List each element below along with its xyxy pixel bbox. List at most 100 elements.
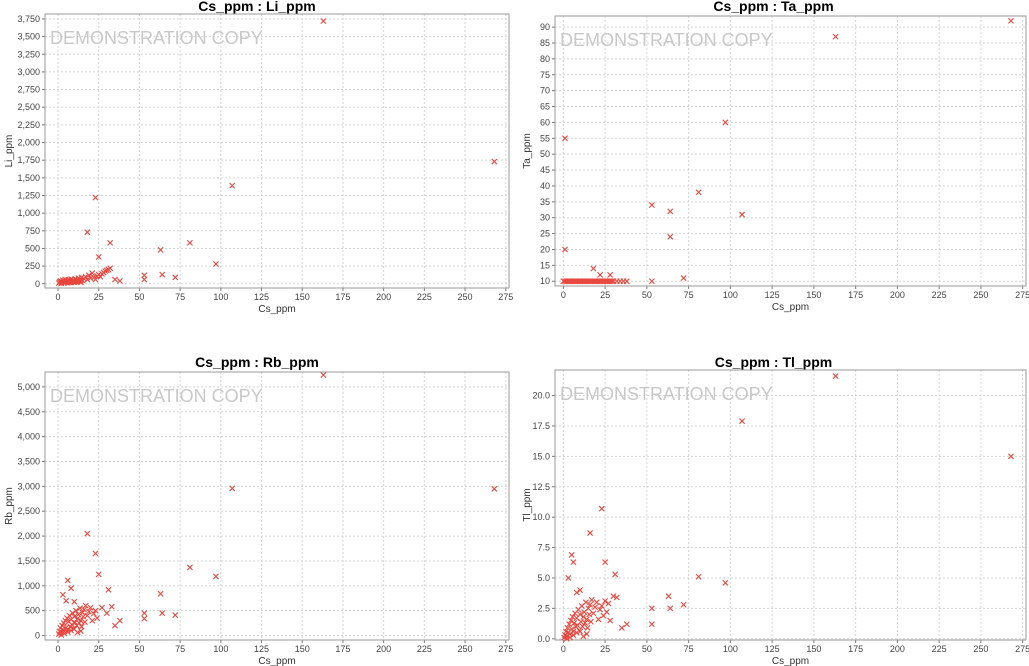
data-point — [77, 605, 83, 612]
x-tick-label: 75 — [684, 644, 694, 654]
y-tick-label: 75 — [540, 70, 550, 80]
chart-title: Cs_ppm : Tl_ppm — [714, 354, 833, 370]
y-tick-label: 65 — [540, 102, 550, 112]
data-point — [568, 551, 575, 558]
x-tick-label: 200 — [376, 644, 391, 654]
x-tick-label: 125 — [765, 290, 780, 300]
data-point — [84, 229, 91, 236]
data-point — [585, 605, 592, 612]
data-point — [229, 182, 236, 189]
chart-panel-ta: Cs_ppm : Ta_ppm 0 25 50 75 100 125 150 175 200 22… — [518, 0, 1029, 333]
data-point — [97, 273, 104, 280]
x-tick-label: 0 — [56, 292, 61, 302]
y-tick-label: 0.0 — [537, 634, 550, 644]
y-tick-label: 35 — [540, 197, 550, 207]
data-point — [667, 605, 674, 612]
data-point — [739, 418, 746, 425]
data-point — [59, 591, 66, 598]
data-point — [648, 202, 655, 208]
data-point — [491, 485, 498, 492]
y-tick-label: 10 — [540, 276, 550, 286]
data-point — [567, 617, 574, 624]
data-point — [562, 246, 569, 253]
data-point — [98, 604, 105, 611]
plot-frame — [44, 13, 510, 289]
data-point — [72, 607, 79, 614]
y-tick-label: 7.5 — [537, 543, 550, 553]
data-point — [587, 618, 594, 625]
data-point — [587, 529, 594, 536]
x-tick-label: 225 — [417, 292, 432, 302]
data-point — [92, 607, 99, 614]
y-tick-label: 2,000 — [17, 138, 40, 148]
data-point — [577, 618, 584, 625]
y-tick-label: 45 — [540, 165, 550, 175]
x-tick-label: 25 — [94, 292, 104, 302]
y-tick-label: 90 — [540, 22, 550, 32]
data-point — [95, 253, 102, 260]
data-point — [159, 271, 166, 278]
data-point — [58, 629, 65, 636]
y-tick-label: 15.0 — [532, 451, 550, 461]
data-point — [61, 630, 68, 637]
data-point — [577, 628, 584, 635]
chart-tl: 0 25 50 75 100 125 150 175 200 225 250 275 0.0 2.5 5.0… — [522, 369, 1029, 666]
data-point — [573, 629, 580, 636]
data-point — [320, 18, 327, 25]
y-tick-label: 3,500 — [17, 456, 40, 466]
y-tick-label: 1,750 — [17, 155, 40, 165]
data-point — [141, 615, 148, 622]
data-point — [832, 33, 839, 40]
data-point — [648, 605, 655, 612]
data-point — [648, 278, 655, 285]
data-point — [695, 189, 702, 196]
data-point — [84, 612, 91, 619]
y-tick-label: 5.0 — [537, 573, 550, 583]
data-point — [597, 606, 604, 613]
x-tick-label: 175 — [848, 644, 863, 654]
plot-frame — [554, 15, 1027, 287]
x-tick-label: 100 — [723, 290, 738, 300]
watermark-text: DEMONSTRATION COPY — [560, 30, 773, 50]
x-tick-label: 250 — [458, 644, 473, 654]
data-point — [102, 268, 109, 275]
y-tick-label: 2,500 — [17, 506, 40, 516]
x-tick-label: 250 — [973, 644, 988, 654]
data-point — [582, 619, 589, 626]
data-point — [583, 630, 590, 637]
chart-panel-tl: Cs_ppm : Tl_ppm 0 25 50 75 100 125 150 175 200 22… — [518, 352, 1029, 666]
y-tick-label: 2,250 — [17, 120, 40, 130]
x-tick-label: 75 — [175, 292, 185, 302]
x-tick-label: 50 — [642, 644, 652, 654]
y-tick-label: 1,000 — [17, 581, 40, 591]
y-tick-label: 1,500 — [17, 556, 40, 566]
y-tick-label: 25 — [540, 229, 550, 239]
data-point — [602, 598, 609, 605]
chart-rb: 0 25 50 75 100 125 150 175 200 225 250 275 0 500 1,000… — [4, 371, 513, 666]
y-tick-label: 2,000 — [17, 531, 40, 541]
data-point — [68, 585, 75, 592]
data-point — [92, 550, 99, 557]
x-tick-label: 200 — [890, 290, 905, 300]
data-point — [84, 276, 91, 283]
data-point — [739, 211, 746, 218]
data-point — [695, 573, 702, 580]
y-tick-label: 2,500 — [17, 102, 40, 112]
data-point — [590, 265, 597, 272]
data-point — [722, 579, 729, 586]
y-tick-label: 3,750 — [17, 14, 40, 24]
data-point — [68, 621, 75, 628]
data-point — [112, 276, 118, 283]
data-point — [563, 633, 570, 640]
data-point — [607, 617, 614, 624]
data-point — [588, 596, 595, 603]
x-tick-label: 175 — [335, 644, 350, 654]
data-point — [607, 271, 614, 278]
y-tick-label: 500 — [25, 243, 40, 253]
y-tick-label: 17.5 — [532, 421, 550, 431]
y-tick-label: 250 — [25, 261, 40, 271]
data-point — [582, 599, 589, 606]
data-point — [491, 158, 498, 165]
x-tick-label: 0 — [561, 644, 566, 654]
data-point — [75, 611, 82, 618]
